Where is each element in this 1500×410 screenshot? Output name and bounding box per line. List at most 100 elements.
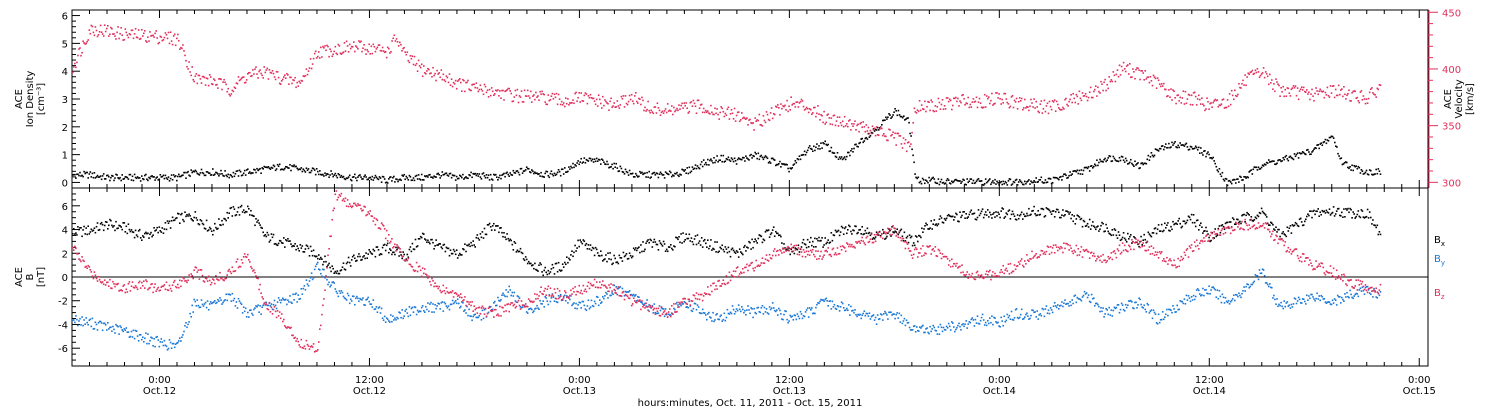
data-point bbox=[521, 172, 524, 174]
data-point bbox=[361, 258, 363, 261]
data-point bbox=[377, 44, 380, 46]
data-point bbox=[329, 266, 331, 269]
data-point bbox=[1060, 175, 1062, 178]
data-point bbox=[789, 253, 791, 256]
data-point bbox=[576, 307, 578, 310]
data-point bbox=[1122, 232, 1125, 234]
data-point bbox=[1154, 313, 1157, 315]
data-point bbox=[589, 157, 592, 160]
data-point bbox=[115, 323, 117, 326]
data-point bbox=[642, 99, 644, 102]
data-point bbox=[328, 176, 330, 178]
b-axis-label-line: [nT] bbox=[36, 267, 47, 287]
data-point bbox=[394, 181, 396, 183]
data-point bbox=[1309, 153, 1311, 156]
data-point bbox=[1082, 95, 1085, 97]
data-point bbox=[624, 254, 627, 257]
data-point bbox=[583, 157, 586, 159]
data-point bbox=[1120, 238, 1123, 241]
data-point bbox=[683, 170, 685, 172]
data-point bbox=[176, 179, 178, 182]
data-point bbox=[790, 168, 792, 170]
data-point bbox=[365, 176, 367, 178]
data-point bbox=[898, 135, 901, 137]
data-point bbox=[1363, 172, 1366, 175]
data-point bbox=[941, 221, 944, 224]
data-point bbox=[505, 172, 507, 175]
data-point bbox=[111, 330, 113, 332]
data-point bbox=[292, 79, 294, 81]
data-point bbox=[937, 326, 940, 328]
data-point bbox=[937, 178, 940, 180]
data-point bbox=[1374, 94, 1376, 96]
data-point bbox=[324, 45, 326, 47]
data-point bbox=[1037, 181, 1039, 183]
data-point bbox=[331, 281, 333, 284]
data-point bbox=[855, 143, 857, 146]
data-point bbox=[577, 304, 579, 306]
data-point bbox=[109, 218, 111, 221]
data-point bbox=[195, 170, 198, 173]
data-point bbox=[72, 319, 74, 322]
data-point bbox=[222, 174, 224, 177]
data-point bbox=[701, 246, 704, 248]
data-point bbox=[312, 276, 315, 279]
data-point bbox=[173, 346, 176, 349]
data-point bbox=[347, 256, 350, 259]
data-point bbox=[90, 24, 93, 27]
data-point bbox=[1164, 88, 1166, 91]
data-point bbox=[801, 317, 804, 320]
data-point bbox=[378, 44, 381, 46]
data-point bbox=[214, 222, 216, 225]
data-point bbox=[172, 174, 175, 176]
data-point bbox=[1182, 144, 1185, 146]
data-point bbox=[1157, 150, 1160, 152]
data-point bbox=[1101, 83, 1103, 85]
data-point bbox=[1174, 311, 1176, 313]
data-point bbox=[1029, 105, 1031, 108]
data-point bbox=[665, 313, 668, 316]
data-point bbox=[664, 250, 667, 252]
data-point bbox=[255, 66, 257, 68]
data-point bbox=[113, 33, 115, 35]
data-point bbox=[250, 209, 252, 212]
data-point bbox=[798, 317, 801, 320]
data-point bbox=[944, 182, 947, 184]
data-point bbox=[1223, 180, 1226, 182]
data-point bbox=[700, 161, 703, 163]
data-point bbox=[230, 300, 233, 302]
data-point bbox=[380, 253, 383, 256]
data-point bbox=[920, 104, 923, 106]
data-point bbox=[552, 98, 555, 100]
data-point bbox=[529, 262, 531, 265]
data-point bbox=[1069, 171, 1071, 173]
data-point bbox=[834, 124, 837, 127]
data-point bbox=[646, 240, 648, 243]
data-point bbox=[966, 217, 968, 219]
data-point bbox=[815, 246, 817, 248]
data-point bbox=[1173, 308, 1175, 310]
data-point bbox=[925, 179, 927, 181]
data-point bbox=[112, 226, 114, 228]
data-point bbox=[103, 224, 106, 227]
data-point bbox=[1287, 230, 1290, 232]
data-point bbox=[1169, 96, 1171, 98]
data-point bbox=[813, 145, 815, 148]
data-point bbox=[1330, 135, 1333, 138]
data-point bbox=[393, 319, 395, 321]
data-point bbox=[1076, 214, 1079, 217]
data-point bbox=[327, 264, 329, 266]
data-point bbox=[856, 315, 858, 318]
data-point bbox=[1176, 304, 1178, 307]
data-point bbox=[529, 308, 531, 310]
data-point bbox=[636, 249, 638, 252]
data-point bbox=[446, 76, 449, 79]
data-point bbox=[547, 174, 550, 177]
data-point bbox=[1350, 169, 1352, 171]
data-point bbox=[803, 109, 806, 111]
data-point bbox=[374, 174, 377, 177]
data-point bbox=[359, 297, 361, 300]
data-point bbox=[138, 177, 141, 179]
data-point bbox=[1080, 169, 1083, 171]
data-point bbox=[1044, 179, 1047, 181]
